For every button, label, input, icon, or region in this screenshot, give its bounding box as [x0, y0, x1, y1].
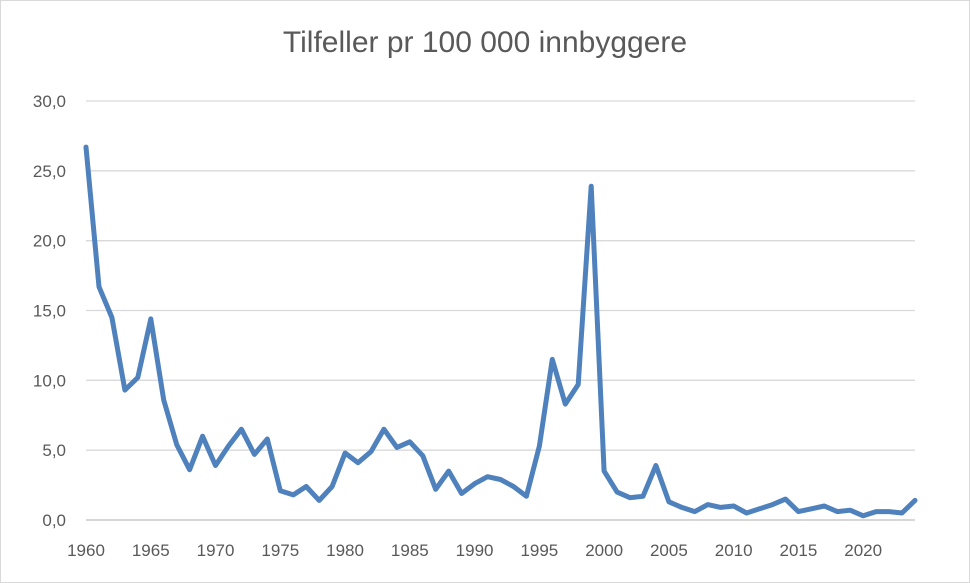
x-tick-label: 1970: [197, 541, 235, 560]
x-tick-label: 2020: [844, 541, 882, 560]
y-tick-label: 10,0: [33, 371, 66, 390]
y-tick-label: 20,0: [33, 232, 66, 251]
y-tick-label: 5,0: [42, 441, 66, 460]
y-tick-label: 25,0: [33, 162, 66, 181]
x-tick-label: 1980: [326, 541, 364, 560]
x-tick-label: 1985: [391, 541, 429, 560]
x-tick-label: 1975: [261, 541, 299, 560]
x-tick-label: 2000: [585, 541, 623, 560]
x-tick-label: 2005: [650, 541, 688, 560]
y-tick-label: 0,0: [42, 511, 66, 530]
series-line: [83, 144, 918, 519]
x-tick-label: 1990: [456, 541, 494, 560]
x-tick-label: 1995: [520, 541, 558, 560]
x-tick-label: 1960: [67, 541, 105, 560]
y-tick-label: 30,0: [33, 92, 66, 111]
x-tick-label: 2015: [780, 541, 818, 560]
y-tick-label: 15,0: [33, 302, 66, 321]
x-tick-label: 2010: [715, 541, 753, 560]
chart-title: Tilfeller pr 100 000 innbyggere: [282, 26, 688, 59]
x-tick-label: 1965: [132, 541, 170, 560]
